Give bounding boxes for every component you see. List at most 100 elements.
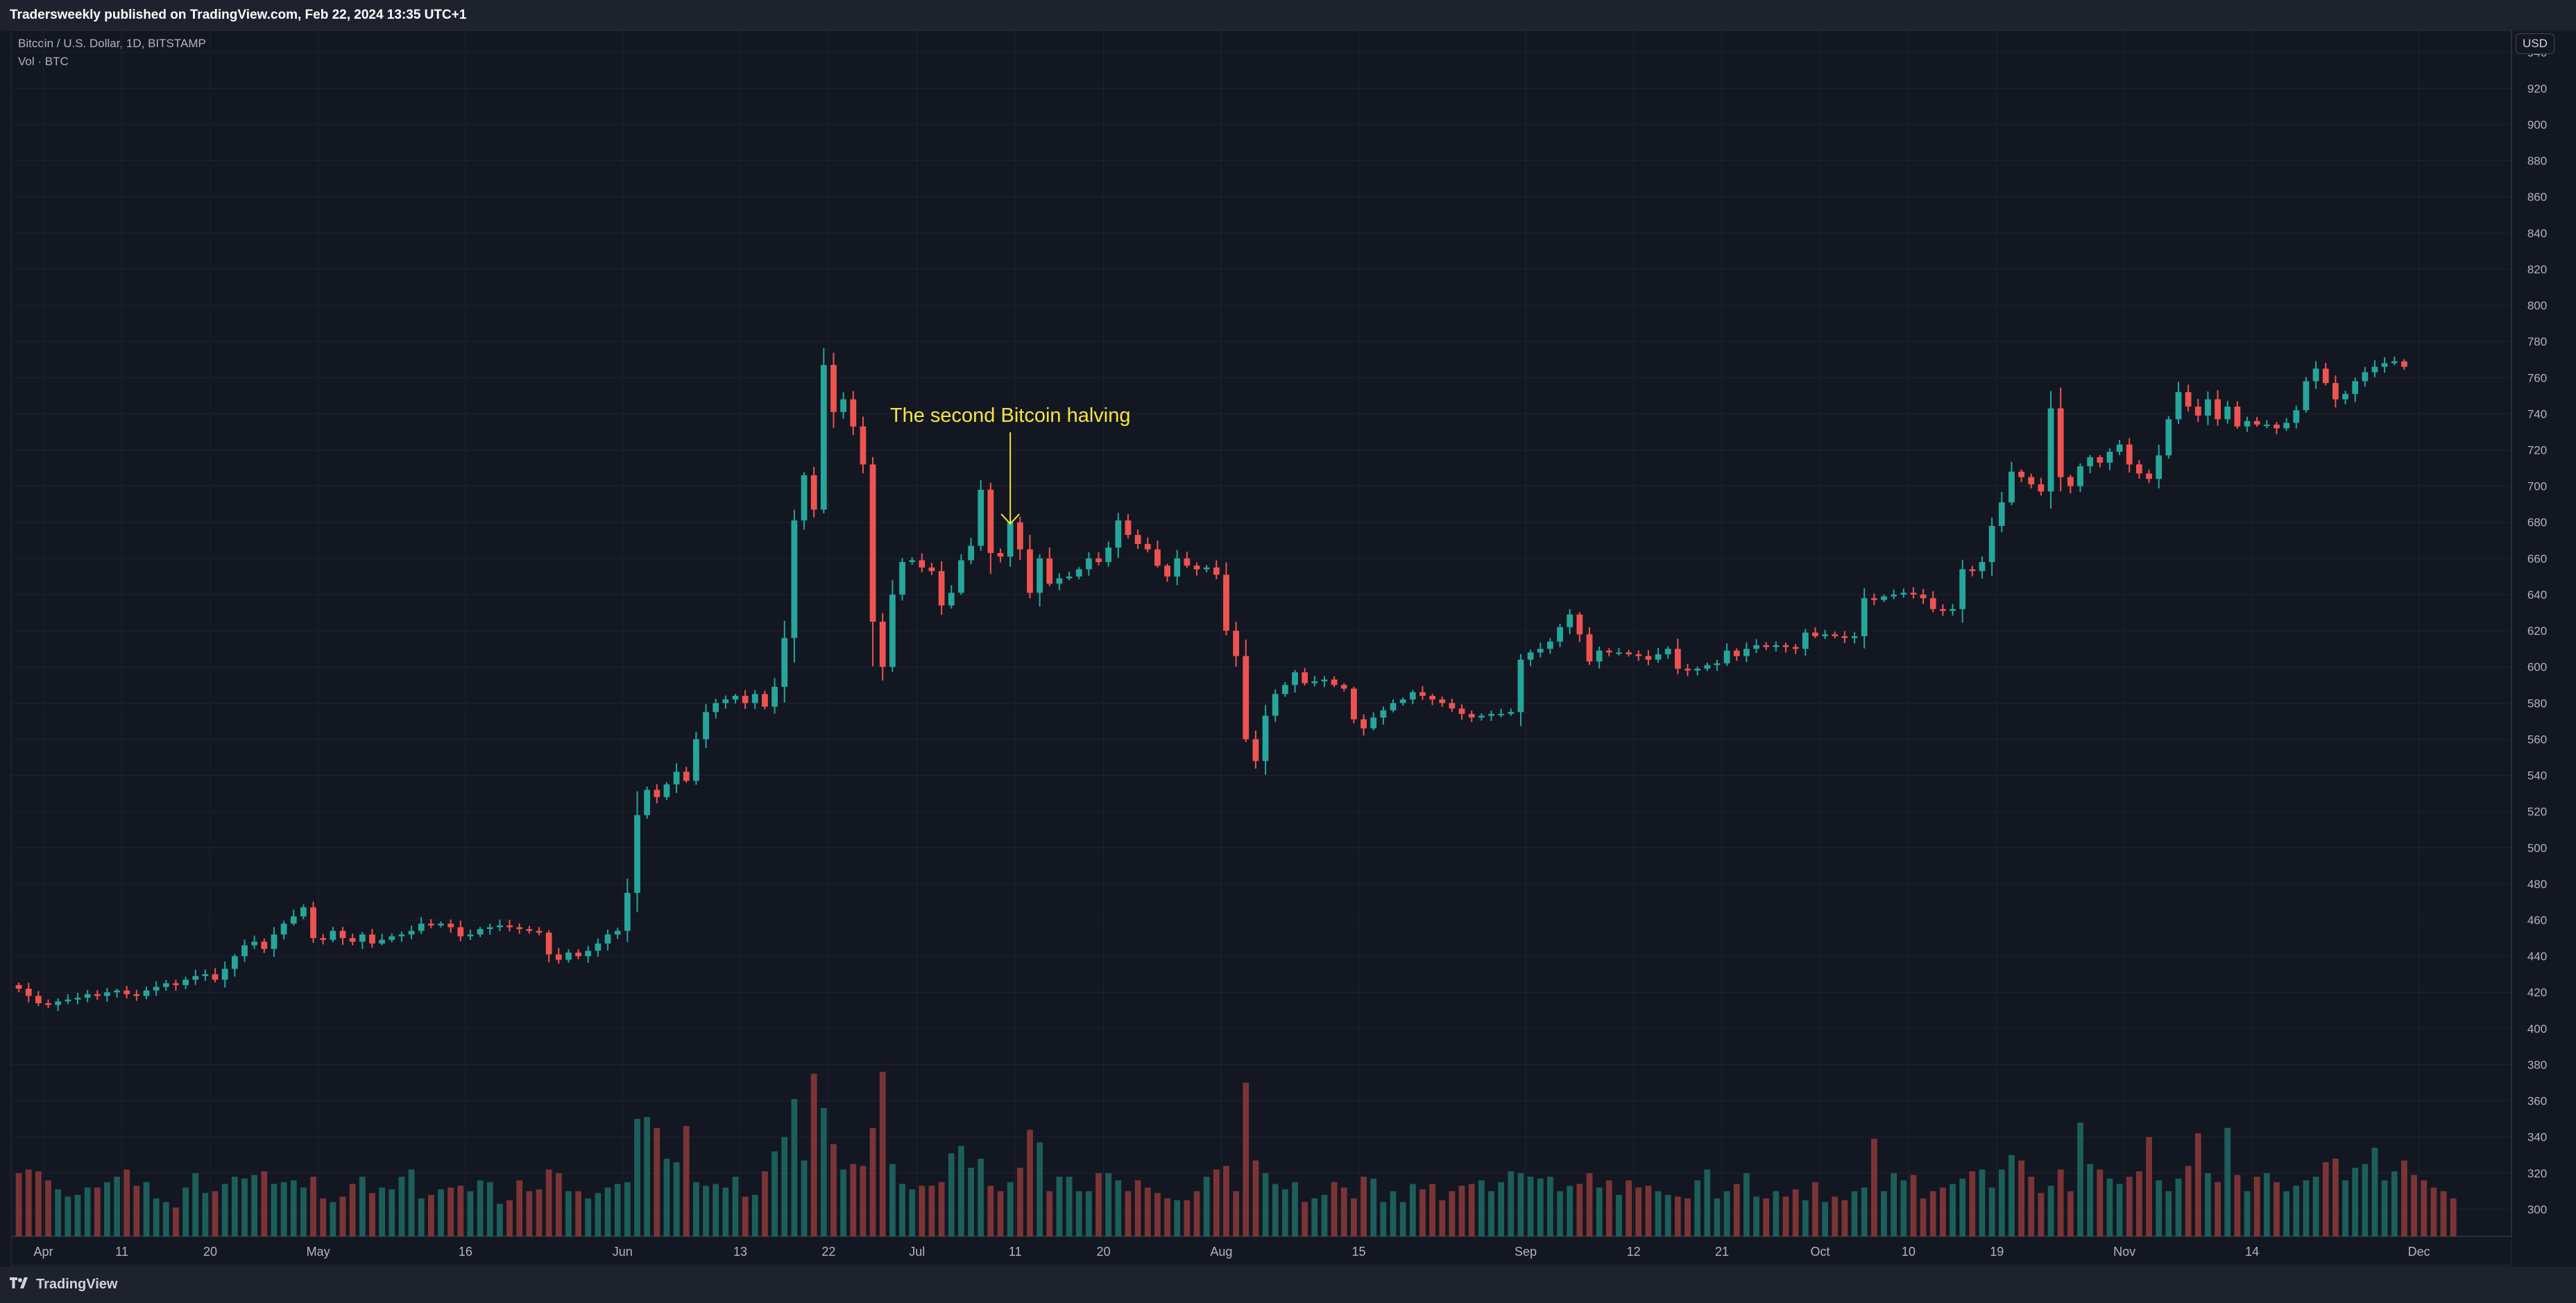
candle-body <box>1733 650 1740 656</box>
price-tick-label: 480 <box>2527 878 2547 891</box>
volume-bar <box>1714 1198 1721 1236</box>
candle-body <box>1851 636 1858 638</box>
candle-body <box>810 475 817 510</box>
price-tick-label: 800 <box>2527 299 2547 312</box>
candle-body <box>1655 654 1662 660</box>
time-scale[interactable]: Apr 11 20 May 16 Jun 13 22 Jul 11 20 Aug 15 Sep 12 21 Oc… <box>33 1245 2430 1259</box>
volume-bar <box>1046 1191 1053 1236</box>
volume-bar <box>123 1169 130 1236</box>
volume-bar <box>2106 1178 2113 1236</box>
tradingview-logo[interactable]: TradingView <box>10 1277 117 1293</box>
volume-bar <box>663 1158 670 1236</box>
volume-bar <box>2087 1164 2094 1236</box>
volume-bar <box>1576 1184 1583 1236</box>
candle-body <box>801 475 808 521</box>
candle-body <box>683 772 690 781</box>
candle-body <box>1468 713 1475 718</box>
volume-bar <box>1498 1182 1505 1236</box>
volume-bar <box>173 1207 179 1236</box>
candle-body <box>2156 455 2163 479</box>
candle-body <box>162 983 169 987</box>
price-scale[interactable]: 300 320 340 360 380 400 420 440 460 480 500 520 540 5… <box>2527 46 2547 1216</box>
candle-body <box>1037 558 1043 593</box>
volume-bar <box>555 1173 562 1236</box>
candle-body <box>1458 708 1465 714</box>
volume-bar <box>389 1189 395 1236</box>
volume-bar <box>2008 1155 2015 1236</box>
volume-bar <box>1243 1082 1249 1236</box>
candle-body <box>251 942 258 946</box>
candle-body <box>1704 665 1711 669</box>
candle-body <box>418 923 425 931</box>
time-tick-label: 15 <box>1351 1245 1365 1259</box>
candle-body <box>1929 598 1936 609</box>
candle-body <box>310 907 316 939</box>
candle-body <box>2391 361 2398 364</box>
volume-bar <box>15 1173 22 1236</box>
volume-bar <box>654 1127 660 1236</box>
volume-bar <box>1733 1184 1740 1236</box>
candle-body <box>1664 649 1671 654</box>
volume-bar <box>2097 1169 2104 1236</box>
volume-bar <box>231 1177 238 1236</box>
candle-body <box>2263 425 2270 427</box>
volume-bar <box>1037 1142 1043 1236</box>
volume-bar <box>1409 1184 1416 1236</box>
candle-body <box>830 365 837 412</box>
volume-bar <box>673 1162 680 1236</box>
volume-bar <box>2440 1191 2447 1236</box>
candle-body <box>1832 634 1839 636</box>
candle-body <box>654 790 660 797</box>
candle-body <box>1478 715 1485 718</box>
price-chart[interactable]: 300 320 340 360 380 400 420 440 460 480 500 520 540 5… <box>0 0 2576 1267</box>
volume-bar <box>1429 1184 1436 1236</box>
candle-body <box>447 923 454 928</box>
candle-body <box>1527 652 1534 660</box>
volume-bar <box>1458 1186 1465 1236</box>
volume-bar <box>919 1186 926 1236</box>
price-tick-label: 360 <box>2527 1095 2547 1108</box>
volume-bar <box>2185 1166 2192 1236</box>
candle-body <box>35 996 42 1003</box>
volume-bar <box>624 1182 631 1236</box>
candle-body <box>74 998 81 1000</box>
volume-bar <box>1095 1173 1102 1236</box>
volume-bar <box>987 1186 994 1236</box>
currency-badge[interactable]: USD <box>2516 33 2554 54</box>
candle-body <box>860 426 867 465</box>
candle-body <box>1822 634 1828 636</box>
volume-bar <box>438 1189 444 1236</box>
volume-bar <box>820 1107 827 1236</box>
volume-bar <box>2362 1164 2369 1236</box>
volume-bar <box>1213 1169 1220 1236</box>
volume-bar <box>1125 1191 1132 1236</box>
volume-bar <box>1547 1177 1553 1236</box>
volume-bar <box>35 1171 42 1236</box>
volume-bar <box>1488 1191 1494 1236</box>
candle-body <box>1115 520 1122 548</box>
candle-body <box>1184 558 1191 566</box>
candle-body <box>2047 408 2054 492</box>
volume-bar <box>1262 1173 1269 1236</box>
volume-bar <box>1753 1196 1759 1236</box>
volume-bar <box>869 1127 876 1236</box>
candle-body <box>948 593 955 606</box>
candle-body <box>1537 649 1544 653</box>
candle-body <box>2097 457 2104 463</box>
price-tick-label: 660 <box>2527 552 2547 565</box>
candle-body <box>1351 688 1357 719</box>
candle-body <box>1812 632 1818 636</box>
candle-body <box>65 999 71 1002</box>
volume-bar <box>1900 1180 1907 1236</box>
volume-bar <box>2165 1191 2172 1236</box>
candle-body <box>1498 713 1505 715</box>
price-tick-label: 620 <box>2527 624 2547 638</box>
volume-bar <box>1292 1182 1298 1236</box>
candle-body <box>614 930 621 935</box>
volume-bar <box>1870 1139 1877 1236</box>
volume-bar <box>2274 1182 2280 1236</box>
volume-bar <box>1340 1187 1347 1236</box>
candle-body <box>1390 703 1397 710</box>
volume-bar <box>1851 1191 1858 1236</box>
candle-body <box>762 694 768 707</box>
